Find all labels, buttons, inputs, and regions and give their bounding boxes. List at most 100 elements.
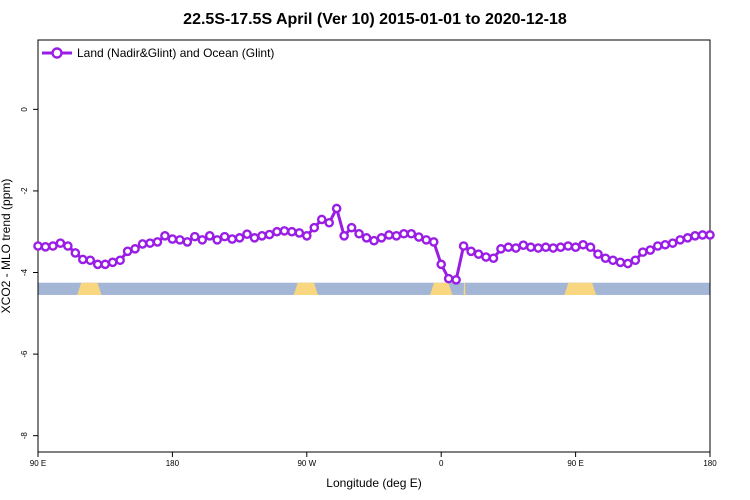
data-point (40, 242, 51, 252)
data-point (78, 254, 88, 265)
x-axis-label: Longitude (deg E) (326, 476, 421, 490)
y-axis-label: XCO2 - MLO trend (ppm) (0, 179, 13, 314)
data-point (697, 230, 708, 240)
land-segment (430, 282, 453, 295)
data-point (660, 239, 671, 250)
data-point (92, 259, 103, 270)
data-point (384, 230, 394, 240)
data-point (585, 242, 596, 253)
data-point (593, 249, 603, 259)
data-point (107, 257, 118, 268)
data-point (503, 242, 514, 253)
data-point (175, 235, 185, 245)
surface-band (38, 282, 710, 295)
data-point (563, 241, 573, 251)
data-point (197, 235, 208, 245)
data-point (354, 228, 364, 239)
data-point (272, 226, 282, 237)
data-point (182, 237, 193, 247)
data-point (638, 247, 648, 257)
y-tick-label: -6 (20, 350, 29, 358)
data-point (675, 235, 685, 245)
y-tick-label: -4 (20, 268, 29, 276)
data-point (48, 241, 58, 251)
data-point (249, 233, 260, 243)
data-point (548, 243, 559, 253)
data-point (608, 255, 618, 266)
data-point (287, 226, 297, 237)
data-point (189, 231, 200, 242)
data-point (436, 259, 447, 270)
data-point (451, 275, 461, 285)
data-point (279, 226, 290, 236)
data-point (145, 238, 155, 248)
data-point (578, 239, 588, 250)
data-point (630, 255, 641, 266)
chart-title: 22.5S-17.5S April (Ver 10) 2015-01-01 to… (183, 11, 567, 28)
x-tick-label: 0 (439, 459, 444, 468)
legend: Land (Nadir&Glint) and Ocean (Glint) (42, 46, 274, 60)
legend-marker (51, 47, 63, 59)
data-point (652, 241, 663, 251)
data-point (33, 241, 43, 251)
series-layer (33, 203, 715, 285)
ocean-band (38, 282, 710, 295)
data-point (406, 228, 417, 239)
data-point (511, 243, 521, 253)
data-point (85, 255, 96, 266)
data-point (264, 229, 275, 240)
data-point (316, 214, 327, 225)
data-point (570, 242, 581, 253)
data-point (115, 255, 125, 266)
y-tick-label: 0 (20, 107, 29, 112)
data-point (63, 241, 73, 251)
data-point (369, 235, 379, 246)
legend-label: Land (Nadir&Glint) and Ocean (Glint) (77, 46, 274, 60)
data-point (122, 246, 133, 257)
data-point (130, 244, 140, 254)
land-segment (77, 282, 102, 295)
data-point (100, 259, 110, 270)
data-point (346, 222, 357, 233)
data-point (443, 273, 454, 284)
data-point (518, 240, 529, 250)
y-tick-label: -8 (20, 432, 29, 440)
data-point (667, 238, 678, 248)
data-point (301, 231, 312, 241)
data-point (413, 232, 424, 242)
land-segment (564, 282, 597, 295)
x-tick-label: 90 E (30, 459, 46, 468)
data-point (219, 231, 230, 242)
x-axis: 90 E 180 90 W 0 90 E 180 (30, 452, 717, 468)
data-point (294, 228, 305, 238)
data-point (361, 233, 372, 243)
data-point (391, 231, 402, 241)
data-point (70, 248, 81, 258)
data-point (526, 242, 536, 253)
y-tick-label: -2 (20, 187, 29, 195)
data-point (399, 228, 409, 239)
x-tick-label: 180 (166, 459, 180, 468)
data-point (705, 230, 715, 240)
data-point (167, 234, 178, 244)
data-point (227, 234, 237, 244)
data-point (55, 238, 66, 248)
data-point (473, 249, 484, 259)
data-point (331, 203, 342, 214)
land-segment (463, 282, 466, 295)
y-axis: 0 -2 -4 -6 -8 (20, 107, 38, 440)
data-point (466, 246, 476, 257)
data-point (458, 241, 469, 251)
data-point (234, 233, 245, 243)
data-point (339, 231, 349, 241)
data-point (324, 217, 335, 228)
data-point (555, 242, 566, 253)
data-point (309, 222, 320, 233)
data-point (615, 257, 626, 268)
x-tick-label: 180 (703, 459, 717, 468)
data-point (257, 231, 267, 241)
data-point (421, 235, 432, 245)
data-point (376, 233, 387, 243)
data-point (242, 229, 252, 239)
